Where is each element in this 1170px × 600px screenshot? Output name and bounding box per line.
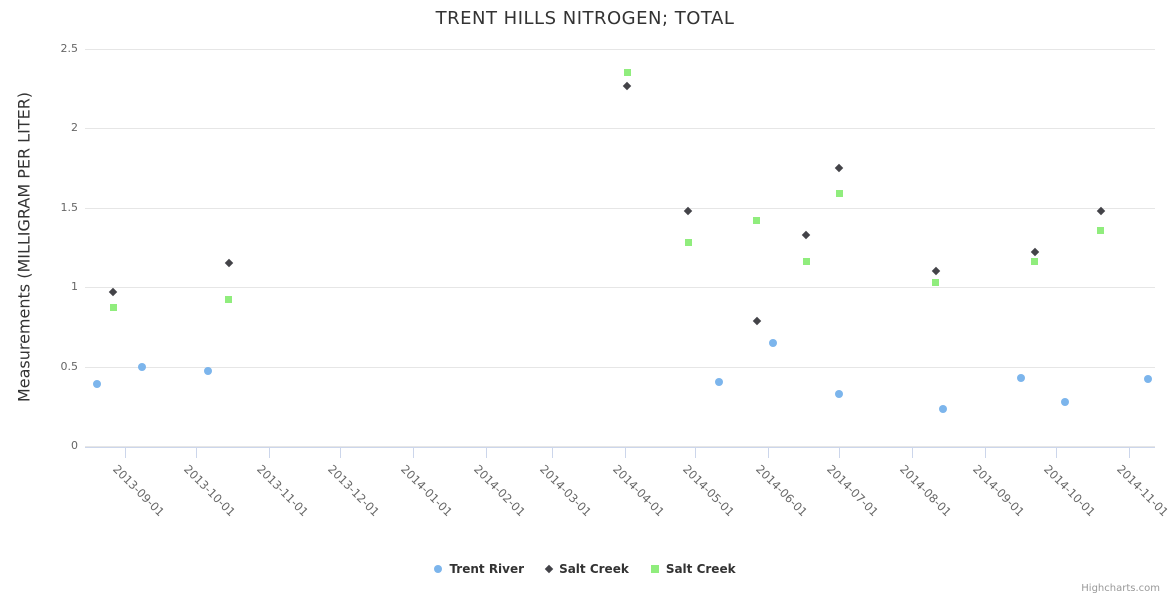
data-point-square[interactable] xyxy=(684,239,692,247)
square-marker-icon xyxy=(650,565,659,573)
data-point-circle[interactable] xyxy=(1061,397,1070,406)
x-tick-mark xyxy=(339,448,341,458)
legend-label: Salt Creek xyxy=(665,562,736,576)
data-point-square[interactable] xyxy=(1031,258,1039,266)
data-point-circle[interactable] xyxy=(769,338,778,347)
data-point-diamond[interactable] xyxy=(109,287,118,297)
x-tick-mark xyxy=(485,448,487,458)
diamond-marker-icon xyxy=(544,564,554,574)
data-point-circle[interactable] xyxy=(1016,373,1025,382)
y-tick-label: 0 xyxy=(71,439,78,452)
x-tick-mark xyxy=(985,448,987,458)
y-gridline xyxy=(85,287,1155,289)
x-tick-mark xyxy=(695,448,697,458)
x-tick-label: 2014-03-01 xyxy=(536,462,594,520)
legend: Trent River Salt Creek Salt Creek xyxy=(0,562,1170,576)
data-point-diamond[interactable] xyxy=(1030,248,1040,257)
data-point-diamond[interactable] xyxy=(752,316,761,325)
y-axis-title: Measurements (MILLIGRAM PER LITER) xyxy=(14,91,34,403)
x-axis-line xyxy=(85,447,1155,448)
data-point-circle[interactable] xyxy=(137,362,146,371)
data-point-circle[interactable] xyxy=(835,389,844,398)
y-gridline xyxy=(85,207,1155,209)
legend-item[interactable]: Trent River xyxy=(434,562,524,576)
data-point-circle[interactable] xyxy=(1143,375,1152,384)
legend-item[interactable]: Salt Creek xyxy=(544,562,629,576)
x-tick-label: 2014-10-01 xyxy=(1041,462,1099,520)
data-point-circle[interactable] xyxy=(714,378,723,387)
data-point-circle[interactable] xyxy=(203,367,212,376)
x-tick-mark xyxy=(768,448,770,458)
data-point-square[interactable] xyxy=(932,278,940,286)
x-tick-label: 2014-09-01 xyxy=(970,462,1028,520)
y-gridline xyxy=(85,128,1155,130)
data-point-circle[interactable] xyxy=(92,380,101,389)
data-point-square[interactable] xyxy=(753,217,761,224)
x-tick-mark xyxy=(1129,448,1131,458)
x-tick-mark xyxy=(551,448,553,458)
data-point-diamond[interactable] xyxy=(622,81,632,90)
data-point-diamond[interactable] xyxy=(931,267,941,276)
y-gridline xyxy=(85,49,1155,50)
y-tick-label: 1 xyxy=(71,280,78,294)
circle-marker-icon xyxy=(434,565,443,573)
x-tick-label: 2014-05-01 xyxy=(680,462,738,520)
x-tick-mark xyxy=(195,448,197,458)
y-tick-label: 1.5 xyxy=(60,200,79,214)
data-point-square[interactable] xyxy=(802,258,810,266)
x-tick-mark xyxy=(912,448,914,458)
x-tick-label: 2014-11-01 xyxy=(1114,462,1170,520)
legend-label: Salt Creek xyxy=(559,562,629,576)
y-tick-label: 2.5 xyxy=(60,42,79,55)
x-tick-label: 2013-09-01 xyxy=(110,462,168,520)
x-tick-label: 2013-11-01 xyxy=(253,462,312,520)
data-point-circle[interactable] xyxy=(938,405,947,414)
data-point-diamond[interactable] xyxy=(834,163,844,173)
x-tick-mark xyxy=(268,448,270,458)
x-tick-mark xyxy=(839,448,841,458)
y-tick-label: 0.5 xyxy=(60,359,79,373)
legend-label: Trent River xyxy=(449,562,525,576)
data-point-square[interactable] xyxy=(623,69,631,77)
data-point-diamond[interactable] xyxy=(224,259,234,268)
data-point-square[interactable] xyxy=(109,304,117,312)
highcharts-credit-link[interactable]: Highcharts.com xyxy=(1081,583,1160,594)
legend-item[interactable]: Salt Creek xyxy=(650,562,736,576)
x-tick-label: 2014-06-01 xyxy=(753,462,811,520)
y-tick-label: 2 xyxy=(71,121,78,135)
chart-title: TRENT HILLS NITROGEN; TOTAL xyxy=(435,8,735,29)
x-tick-label: 2013-12-01 xyxy=(324,462,382,520)
y-gridline xyxy=(85,446,1155,447)
x-tick-mark xyxy=(624,448,626,458)
x-tick-mark xyxy=(1056,448,1057,458)
x-tick-label: 2014-04-01 xyxy=(609,462,667,520)
data-point-square[interactable] xyxy=(835,190,843,197)
x-tick-label: 2014-02-01 xyxy=(470,462,528,520)
x-tick-label: 2014-01-01 xyxy=(397,462,455,520)
x-tick-label: 2014-07-01 xyxy=(824,462,882,520)
y-gridline xyxy=(85,366,1155,368)
x-tick-mark xyxy=(125,448,127,458)
data-point-diamond[interactable] xyxy=(801,230,811,240)
data-point-square[interactable] xyxy=(225,296,233,304)
x-tick-label: 2014-08-01 xyxy=(897,462,955,520)
data-point-square[interactable] xyxy=(1097,226,1105,234)
x-tick-label: 2013-10-01 xyxy=(180,462,239,520)
x-tick-mark xyxy=(412,448,414,458)
